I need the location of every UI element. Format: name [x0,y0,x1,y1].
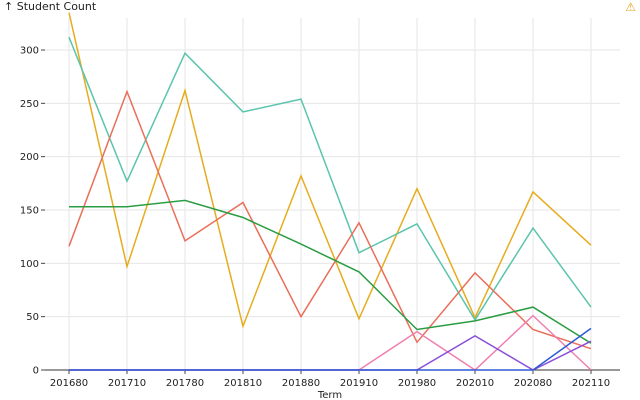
series-line-1 [68,12,592,329]
y-tick-label: 0 [33,366,39,377]
series-line-3 [68,89,592,350]
series-line-4 [69,199,592,344]
y-axis-label: ↑ Student Count [4,0,97,13]
series-lines [68,12,592,371]
y-tick-label: 150 [20,206,39,217]
series-line-6 [69,335,592,371]
x-tick-label: 201980 [398,378,436,389]
grid [45,18,620,371]
axes: 0 50 100 150 200 250 300 201680 201710 201780 2018… [20,46,620,389]
y-tick-label: 300 [20,46,39,57]
x-tick-label: 201680 [50,378,88,389]
x-tick-label: 201880 [282,378,320,389]
x-axis-label: Term [317,390,342,400]
y-tick-label: 100 [20,259,39,270]
series-line-2 [68,36,592,322]
x-tick-label: 201810 [224,378,262,389]
x-tick-label: 201780 [166,378,204,389]
x-tick-label: 202110 [572,378,610,389]
y-tick-label: 50 [26,312,39,323]
y-tick-label: 200 [20,152,39,163]
y-tick-label: 250 [20,99,39,110]
x-tick-label: 201710 [108,378,146,389]
x-tick-label: 202010 [456,378,494,389]
x-tick-label: 202080 [514,378,552,389]
warning-icon[interactable]: ⚠ [625,0,636,14]
series-line-7 [69,327,592,371]
x-tick-label: 201910 [340,378,378,389]
series-line-5 [69,314,592,371]
